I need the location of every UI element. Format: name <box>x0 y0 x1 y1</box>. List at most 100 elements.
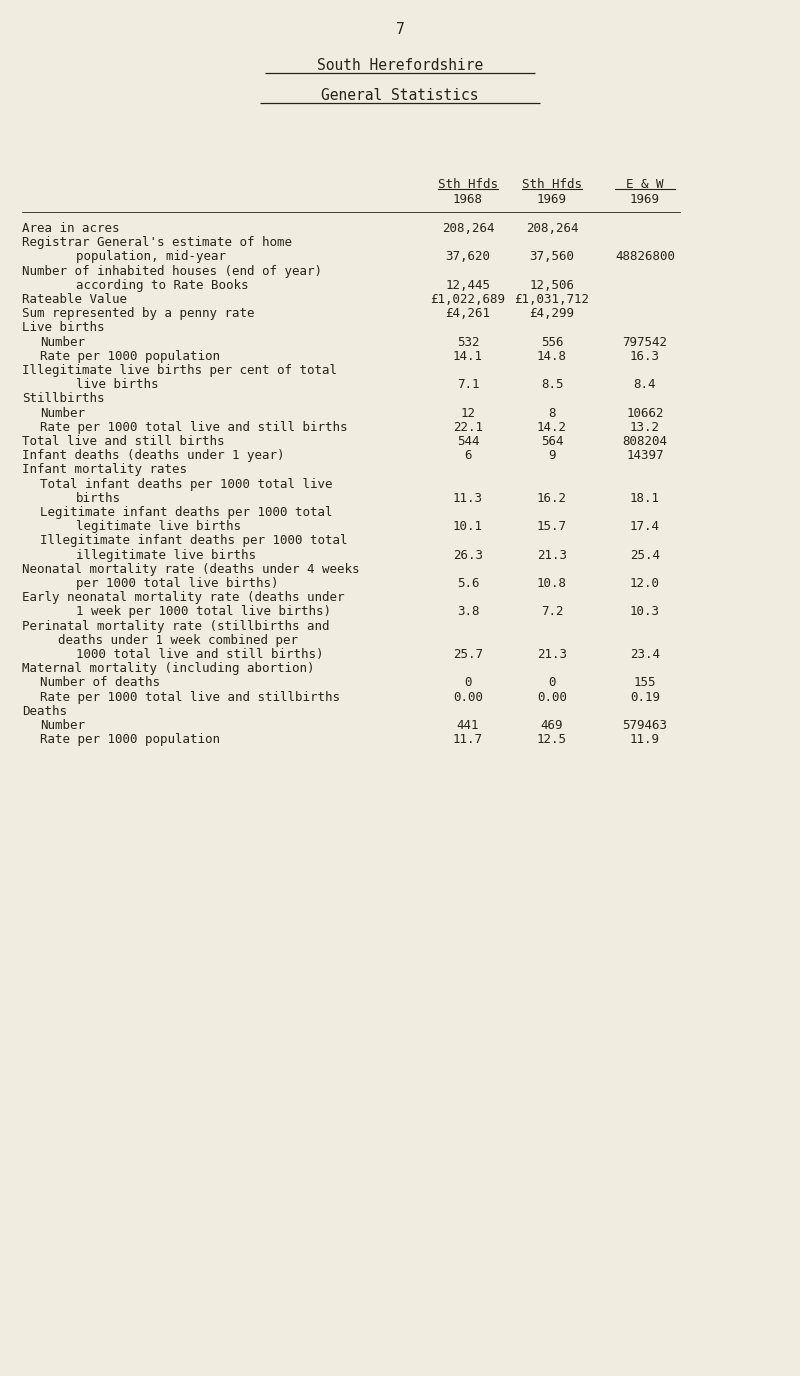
Text: 13.2: 13.2 <box>630 421 660 433</box>
Text: per 1000 total live births): per 1000 total live births) <box>76 577 278 590</box>
Text: South Herefordshire: South Herefordshire <box>317 58 483 73</box>
Text: 12: 12 <box>461 406 475 420</box>
Text: 25.7: 25.7 <box>453 648 483 660</box>
Text: Sth Hfds: Sth Hfds <box>438 178 498 191</box>
Text: Stillbirths: Stillbirths <box>22 392 105 406</box>
Text: 544: 544 <box>457 435 479 449</box>
Text: Infant deaths (deaths under 1 year): Infant deaths (deaths under 1 year) <box>22 449 285 462</box>
Text: Live births: Live births <box>22 322 105 334</box>
Text: 0.00: 0.00 <box>537 691 567 703</box>
Text: 18.1: 18.1 <box>630 491 660 505</box>
Text: Total live and still births: Total live and still births <box>22 435 225 449</box>
Text: £1,022,689: £1,022,689 <box>430 293 506 305</box>
Text: 8: 8 <box>548 406 556 420</box>
Text: 564: 564 <box>541 435 563 449</box>
Text: 469: 469 <box>541 720 563 732</box>
Text: Perinatal mortality rate (stillbirths and: Perinatal mortality rate (stillbirths an… <box>22 619 330 633</box>
Text: E & W: E & W <box>626 178 664 191</box>
Text: 9: 9 <box>548 449 556 462</box>
Text: Rate per 1000 population: Rate per 1000 population <box>40 350 220 363</box>
Text: Legitimate infant deaths per 1000 total: Legitimate infant deaths per 1000 total <box>40 506 333 519</box>
Text: births: births <box>76 491 121 505</box>
Text: £1,031,712: £1,031,712 <box>514 293 590 305</box>
Text: 10.8: 10.8 <box>537 577 567 590</box>
Text: £4,299: £4,299 <box>530 307 574 321</box>
Text: live births: live births <box>76 378 158 391</box>
Text: Rateable Value: Rateable Value <box>22 293 127 305</box>
Text: 12,506: 12,506 <box>530 279 574 292</box>
Text: 48826800: 48826800 <box>615 250 675 263</box>
Text: Sum represented by a penny rate: Sum represented by a penny rate <box>22 307 254 321</box>
Text: 3.8: 3.8 <box>457 605 479 618</box>
Text: 0.19: 0.19 <box>630 691 660 703</box>
Text: 37,620: 37,620 <box>446 250 490 263</box>
Text: 8.4: 8.4 <box>634 378 656 391</box>
Text: 11.9: 11.9 <box>630 733 660 746</box>
Text: 10.1: 10.1 <box>453 520 483 534</box>
Text: 12,445: 12,445 <box>446 279 490 292</box>
Text: Rate per 1000 total live and stillbirths: Rate per 1000 total live and stillbirths <box>40 691 340 703</box>
Text: Maternal mortality (including abortion): Maternal mortality (including abortion) <box>22 662 314 676</box>
Text: 1000 total live and still births): 1000 total live and still births) <box>76 648 323 660</box>
Text: 14397: 14397 <box>626 449 664 462</box>
Text: Deaths: Deaths <box>22 705 67 718</box>
Text: 17.4: 17.4 <box>630 520 660 534</box>
Text: 7: 7 <box>396 22 404 37</box>
Text: Number: Number <box>40 406 85 420</box>
Text: £4,261: £4,261 <box>446 307 490 321</box>
Text: Illegitimate live births per cent of total: Illegitimate live births per cent of tot… <box>22 365 337 377</box>
Text: Rate per 1000 population: Rate per 1000 population <box>40 733 220 746</box>
Text: 1969: 1969 <box>537 193 567 206</box>
Text: 21.3: 21.3 <box>537 549 567 561</box>
Text: 7.1: 7.1 <box>457 378 479 391</box>
Text: Infant mortality rates: Infant mortality rates <box>22 464 187 476</box>
Text: 0: 0 <box>464 677 472 689</box>
Text: 208,264: 208,264 <box>442 222 494 235</box>
Text: 23.4: 23.4 <box>630 648 660 660</box>
Text: General Statistics: General Statistics <box>322 88 478 103</box>
Text: 441: 441 <box>457 720 479 732</box>
Text: illegitimate live births: illegitimate live births <box>76 549 256 561</box>
Text: 1 week per 1000 total live births): 1 week per 1000 total live births) <box>76 605 331 618</box>
Text: 14.2: 14.2 <box>537 421 567 433</box>
Text: 808204: 808204 <box>622 435 667 449</box>
Text: Sth Hfds: Sth Hfds <box>522 178 582 191</box>
Text: 155: 155 <box>634 677 656 689</box>
Text: 7.2: 7.2 <box>541 605 563 618</box>
Text: 26.3: 26.3 <box>453 549 483 561</box>
Text: 6: 6 <box>464 449 472 462</box>
Text: 556: 556 <box>541 336 563 348</box>
Text: 11.7: 11.7 <box>453 733 483 746</box>
Text: 21.3: 21.3 <box>537 648 567 660</box>
Text: 37,560: 37,560 <box>530 250 574 263</box>
Text: Number of inhabited houses (end of year): Number of inhabited houses (end of year) <box>22 264 322 278</box>
Text: 5.6: 5.6 <box>457 577 479 590</box>
Text: 8.5: 8.5 <box>541 378 563 391</box>
Text: population, mid-year: population, mid-year <box>76 250 226 263</box>
Text: legitimate live births: legitimate live births <box>76 520 241 534</box>
Text: 16.3: 16.3 <box>630 350 660 363</box>
Text: 0.00: 0.00 <box>453 691 483 703</box>
Text: 579463: 579463 <box>622 720 667 732</box>
Text: 797542: 797542 <box>622 336 667 348</box>
Text: according to Rate Books: according to Rate Books <box>76 279 249 292</box>
Text: Number: Number <box>40 720 85 732</box>
Text: 1968: 1968 <box>453 193 483 206</box>
Text: 1969: 1969 <box>630 193 660 206</box>
Text: 14.1: 14.1 <box>453 350 483 363</box>
Text: Early neonatal mortality rate (deaths under: Early neonatal mortality rate (deaths un… <box>22 592 345 604</box>
Text: 16.2: 16.2 <box>537 491 567 505</box>
Text: Area in acres: Area in acres <box>22 222 119 235</box>
Text: 208,264: 208,264 <box>526 222 578 235</box>
Text: 12.5: 12.5 <box>537 733 567 746</box>
Text: 10662: 10662 <box>626 406 664 420</box>
Text: 14.8: 14.8 <box>537 350 567 363</box>
Text: Illegitimate infant deaths per 1000 total: Illegitimate infant deaths per 1000 tota… <box>40 534 347 548</box>
Text: Number: Number <box>40 336 85 348</box>
Text: 11.3: 11.3 <box>453 491 483 505</box>
Text: Rate per 1000 total live and still births: Rate per 1000 total live and still birth… <box>40 421 347 433</box>
Text: 22.1: 22.1 <box>453 421 483 433</box>
Text: deaths under 1 week combined per: deaths under 1 week combined per <box>58 634 298 647</box>
Text: 15.7: 15.7 <box>537 520 567 534</box>
Text: Neonatal mortality rate (deaths under 4 weeks: Neonatal mortality rate (deaths under 4 … <box>22 563 359 575</box>
